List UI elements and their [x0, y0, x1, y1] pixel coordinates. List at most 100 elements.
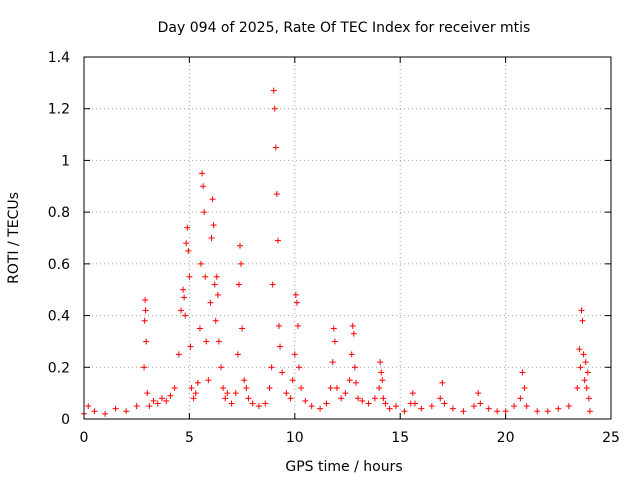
data-point	[371, 395, 378, 402]
y-tick-label: 1.4	[48, 50, 70, 66]
data-points	[81, 87, 593, 417]
data-point	[144, 390, 151, 397]
data-point	[349, 322, 356, 329]
data-point	[333, 384, 340, 391]
data-point	[502, 408, 509, 415]
x-tick-label: 15	[391, 430, 409, 446]
data-point	[331, 338, 338, 345]
data-point	[277, 343, 284, 350]
data-point	[185, 247, 192, 254]
data-point	[143, 338, 150, 345]
data-point	[365, 400, 372, 407]
data-point	[200, 183, 207, 190]
x-tick-label: 25	[602, 430, 620, 446]
y-axis-label: ROTI / TECUs	[6, 192, 22, 284]
data-point	[544, 408, 551, 415]
data-point	[177, 307, 184, 314]
data-point	[213, 273, 220, 280]
data-point	[579, 317, 586, 324]
data-point	[184, 224, 191, 231]
data-point	[274, 237, 281, 244]
data-point	[298, 384, 305, 391]
data-point	[441, 400, 448, 407]
data-point	[342, 390, 349, 397]
data-point	[207, 299, 214, 306]
y-tick-label: 1	[61, 153, 70, 169]
data-point	[352, 379, 359, 386]
data-point	[205, 377, 212, 384]
data-point	[379, 377, 386, 384]
data-point	[289, 377, 296, 384]
x-tick-label: 0	[80, 430, 89, 446]
data-point	[534, 408, 541, 415]
data-point	[180, 286, 187, 293]
data-point	[235, 281, 242, 288]
data-point	[234, 351, 241, 358]
data-point	[386, 405, 393, 412]
data-point	[272, 144, 279, 151]
data-point	[287, 395, 294, 402]
data-point	[586, 408, 593, 415]
data-point	[142, 297, 149, 304]
data-point	[401, 408, 408, 415]
x-tick-label: 5	[185, 430, 194, 446]
data-point	[350, 330, 357, 337]
data-point	[196, 325, 203, 332]
data-point	[470, 403, 477, 410]
data-point	[270, 87, 277, 94]
data-point	[485, 405, 492, 412]
data-point	[154, 400, 161, 407]
data-point	[211, 281, 218, 288]
data-point	[460, 408, 467, 415]
y-tick-label: 0	[61, 412, 70, 428]
data-point	[255, 403, 262, 410]
x-tick-label: 20	[497, 430, 515, 446]
data-point	[238, 260, 245, 267]
data-point	[224, 390, 231, 397]
data-point	[271, 105, 278, 112]
data-point	[521, 384, 528, 391]
data-point	[279, 369, 286, 376]
axis-ticks	[83, 56, 612, 420]
data-point	[308, 403, 315, 410]
data-point	[351, 364, 358, 371]
data-point	[194, 379, 201, 386]
data-point	[232, 390, 239, 397]
data-point	[112, 405, 119, 412]
data-point	[190, 395, 197, 402]
data-point	[187, 343, 194, 350]
data-point	[291, 351, 298, 358]
data-point	[377, 359, 384, 366]
data-point	[245, 395, 252, 402]
data-point	[182, 312, 189, 319]
data-point	[283, 390, 290, 397]
data-point	[346, 377, 353, 384]
data-point	[102, 410, 109, 417]
data-point	[578, 307, 585, 314]
data-point	[192, 390, 199, 397]
y-tick-label: 0.6	[48, 257, 70, 273]
data-point	[382, 400, 389, 407]
data-point	[428, 403, 435, 410]
data-point	[555, 405, 562, 412]
data-point	[209, 196, 216, 203]
data-point	[91, 408, 98, 415]
data-point	[222, 395, 229, 402]
data-point	[294, 322, 301, 329]
data-point	[203, 338, 210, 345]
data-point	[477, 400, 484, 407]
data-point	[188, 384, 195, 391]
data-point	[292, 291, 299, 298]
data-point	[163, 397, 170, 404]
data-point	[418, 405, 425, 412]
data-point	[142, 307, 149, 314]
data-point	[449, 405, 456, 412]
data-point	[494, 408, 501, 415]
data-point	[439, 379, 446, 386]
data-point	[302, 397, 309, 404]
data-point	[577, 364, 584, 371]
data-point	[511, 403, 518, 410]
data-point	[202, 273, 209, 280]
data-point	[249, 400, 256, 407]
